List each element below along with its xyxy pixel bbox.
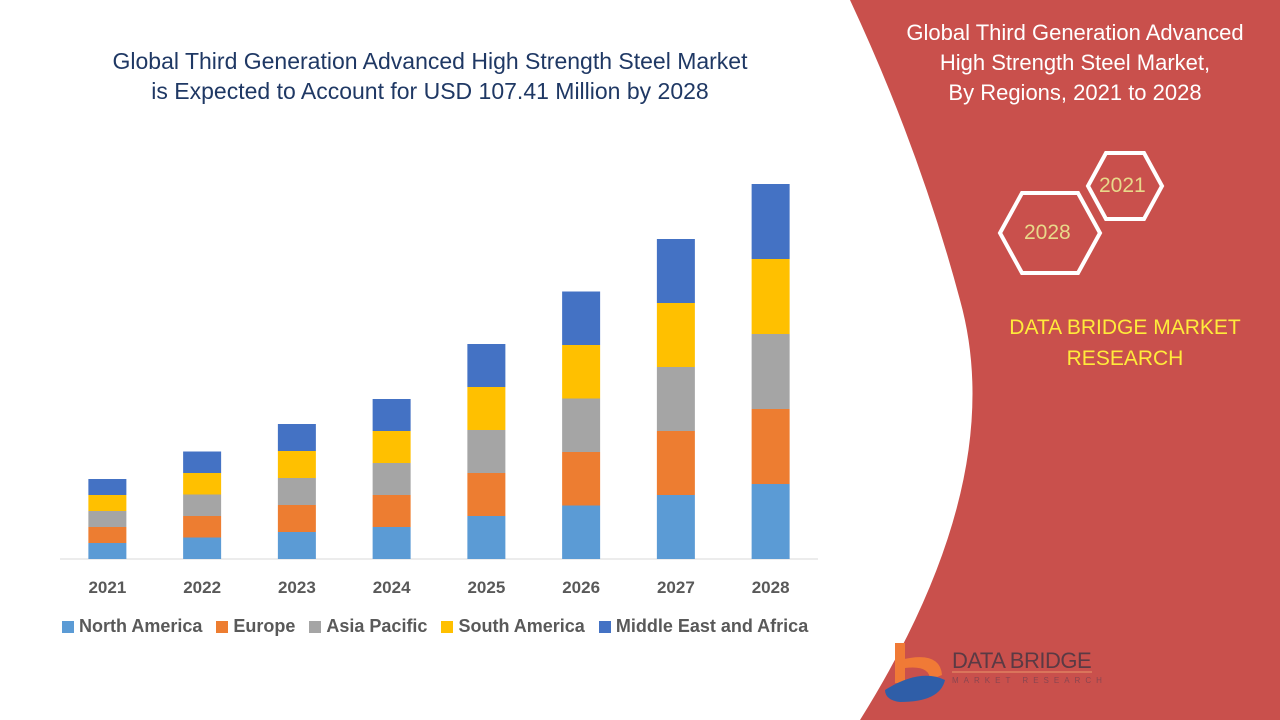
bar-segment-2026-europe [562, 452, 601, 506]
bar-segment-2027-asia-pacific [656, 367, 695, 431]
legend-label: Middle East and Africa [615, 616, 809, 636]
x-tick-label: 2022 [183, 578, 221, 597]
legend-item: South America [441, 616, 585, 637]
bar-segment-2028-asia-pacific [751, 334, 790, 409]
bar-segment-2024-asia-pacific [372, 463, 411, 495]
bar-segment-2022-south-america [183, 473, 222, 495]
brand-text: DATA BRIDGE MARKET RESEARCH [975, 312, 1275, 374]
chart-legend: North America Europe Asia Pacific South Ame… [62, 616, 808, 637]
logo-subtext: MARKET RESEARCH [952, 676, 1107, 685]
bar-segment-2023-south-america [277, 451, 316, 478]
brand-line-1: DATA BRIDGE MARKET [1009, 316, 1241, 339]
legend-item: Asia Pacific [309, 616, 427, 637]
logo-text: DATA BRIDGE [952, 648, 1092, 673]
legend-item: Europe [216, 616, 295, 637]
bar-segment-2025-north-america [467, 516, 506, 559]
x-tick-label: 2025 [467, 578, 505, 597]
bar-segment-2024-north-america [372, 527, 411, 559]
bar-segment-2023-middle-east-and-africa [277, 424, 316, 451]
bar-segment-2023-north-america [277, 532, 316, 559]
title-line-1: Global Third Generation Advanced High St… [112, 48, 748, 74]
bar-segment-2022-asia-pacific [183, 494, 222, 516]
bar-segment-2026-middle-east-and-africa [562, 291, 601, 345]
legend-swatch [216, 620, 229, 633]
hex-label-start: 2021 [1099, 174, 1146, 197]
bar-segment-2022-north-america [183, 537, 222, 559]
bar-segment-2023-asia-pacific [277, 478, 316, 505]
title-line-2: is Expected to Account for USD 107.41 Mi… [151, 78, 709, 104]
hexagon-2021 [1085, 151, 1165, 221]
bar-segment-2028-europe [751, 409, 790, 484]
bar-segment-2024-south-america [372, 431, 411, 463]
legend-item: Middle East and Africa [598, 616, 809, 637]
legend-swatch [309, 620, 322, 633]
side-title-line-3: By Regions, 2021 to 2028 [948, 80, 1202, 105]
bar-segment-2027-south-america [656, 303, 695, 367]
x-tick-label: 2027 [657, 578, 695, 597]
bar-segment-2028-south-america [751, 259, 790, 334]
bar-segment-2024-middle-east-and-africa [372, 399, 411, 431]
x-tick-label: 2024 [373, 578, 411, 597]
side-title-line-2: High Strength Steel Market, [939, 50, 1211, 75]
brand-line-2: RESEARCH [1066, 347, 1184, 370]
legend-swatch [598, 620, 611, 633]
side-panel-title: Global Third Generation Advanced High St… [880, 18, 1270, 108]
side-title-line-1: Global Third Generation Advanced [906, 20, 1244, 45]
legend-swatch [441, 620, 454, 633]
bar-segment-2025-europe [467, 473, 506, 516]
page-title: Global Third Generation Advanced High St… [60, 46, 800, 106]
bar-segment-2027-middle-east-and-africa [656, 239, 695, 303]
bar-segment-2024-europe [372, 495, 411, 527]
bar-segment-2022-middle-east-and-africa [183, 451, 222, 473]
x-tick-label: 2028 [752, 578, 790, 597]
bar-segment-2027-north-america [656, 495, 695, 559]
bar-segment-2026-north-america [562, 505, 601, 559]
hexagon-2028 [997, 191, 1103, 275]
x-tick-label: 2026 [562, 578, 600, 597]
legend-label: Asia Pacific [326, 616, 428, 636]
bar-segment-2025-south-america [467, 387, 506, 430]
bar-segment-2025-middle-east-and-africa [467, 344, 506, 387]
bar-segment-2022-europe [183, 516, 222, 538]
bar-segment-2021-north-america [88, 543, 127, 559]
bar-segment-2028-north-america [751, 484, 790, 559]
stacked-bar-chart: 2021 2022 2023 2024 2025 2026 2027 2028 [60, 184, 818, 597]
x-tick-label: 2023 [278, 578, 316, 597]
legend-label: North America [79, 616, 203, 636]
side-panel [850, 0, 1280, 720]
bar-segment-2026-south-america [562, 345, 601, 399]
bar-segment-2027-europe [656, 431, 695, 495]
bar-segment-2021-middle-east-and-africa [88, 479, 127, 495]
bar-segment-2021-asia-pacific [88, 511, 127, 527]
logo-icon [885, 643, 945, 702]
legend-label: South America [458, 616, 585, 636]
bar-segment-2028-middle-east-and-africa [751, 184, 790, 259]
bar-segment-2025-asia-pacific [467, 430, 506, 473]
bar-segment-2021-europe [88, 527, 127, 543]
x-tick-label: 2021 [88, 578, 126, 597]
legend-label: Europe [233, 616, 296, 636]
hex-label-end: 2028 [1024, 221, 1071, 244]
legend-item: North America [62, 616, 202, 637]
legend-swatch [62, 620, 74, 633]
bar-segment-2023-europe [277, 505, 316, 532]
bar-segment-2021-south-america [88, 495, 127, 511]
bar-segment-2026-asia-pacific [562, 398, 601, 452]
